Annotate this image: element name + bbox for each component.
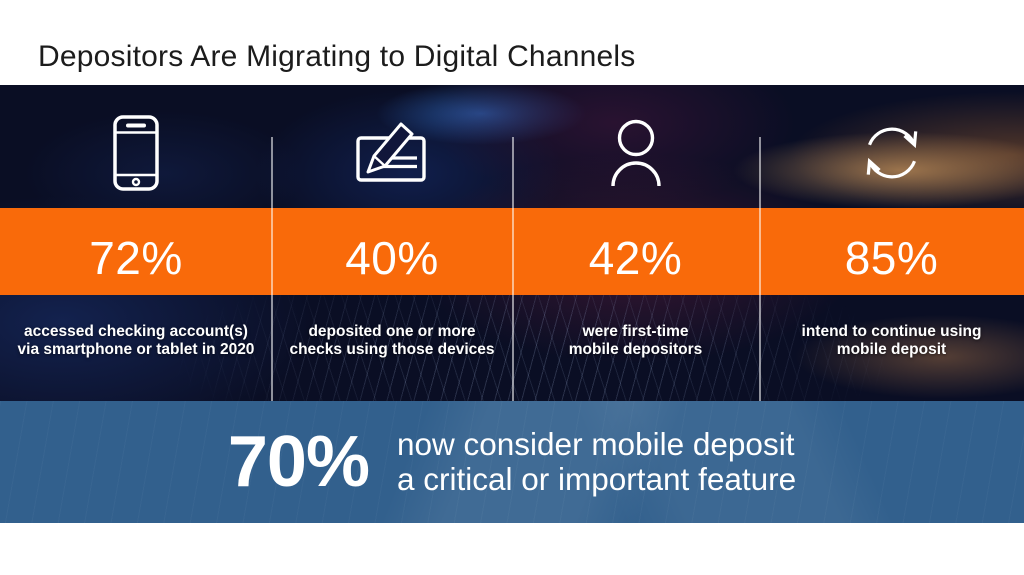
column-divider-2 [512,137,514,401]
stat-value: 85% [844,231,939,284]
column-divider-1 [271,137,273,401]
icon-cell [0,85,272,208]
stat-caption: deposited one or more checks using those… [289,323,495,358]
summary-text-line-1: now consider mobile deposit [396,426,795,462]
icon-cell [759,85,1024,208]
bottom-margin [0,523,1024,575]
caption-cell: were first-time mobile depositors [512,295,759,401]
check-pen-icon [356,122,426,182]
smartphone-icon [113,114,159,191]
stat-cell: 85% [759,208,1024,295]
stat-column-check-deposit: 40% deposited one or more checks using t… [272,85,512,401]
summary-stat: 70% [227,422,370,502]
stat-column-smartphone-access: 72% accessed checking account(s) via sma… [0,85,272,401]
stat-value: 42% [588,231,683,284]
summary-text-line-2: a critical or important feature [396,461,797,497]
caption-cell: intend to continue using mobile deposit [759,295,1024,401]
refresh-icon [866,127,917,178]
title-bar: Depositors Are Migrating to Digital Chan… [0,0,1024,85]
stat-caption: intend to continue using mobile deposit [801,323,982,358]
stat-caption: were first-time mobile depositors [568,323,703,358]
page-title: Depositors Are Migrating to Digital Chan… [38,40,636,73]
stat-caption: accessed checking account(s) via smartph… [17,323,255,358]
icon-cell [272,85,512,208]
stat-cell: 42% [512,208,759,295]
summary-content: 70% now consider mobile deposit a critic… [228,426,796,498]
caption-cell: accessed checking account(s) via smartph… [0,295,272,401]
column-divider-3 [759,137,761,401]
stat-value: 72% [89,231,183,284]
stat-columns: 72% accessed checking account(s) via sma… [0,85,1024,401]
stat-cell: 72% [0,208,272,295]
caption-cell: deposited one or more checks using those… [272,295,512,401]
stat-column-continue-using: 85% intend to continue using mobile depo… [759,85,1024,401]
person-icon [610,119,661,186]
icon-cell [512,85,759,208]
stat-value: 40% [345,231,439,284]
summary-text: now consider mobile deposit a critical o… [397,427,796,497]
summary-band: 70% now consider mobile deposit a critic… [0,401,1024,523]
stat-cell: 40% [272,208,512,295]
stat-column-first-time-depositors: 42% were first-time mobile depositors [512,85,759,401]
hero-section: 72% accessed checking account(s) via sma… [0,85,1024,401]
